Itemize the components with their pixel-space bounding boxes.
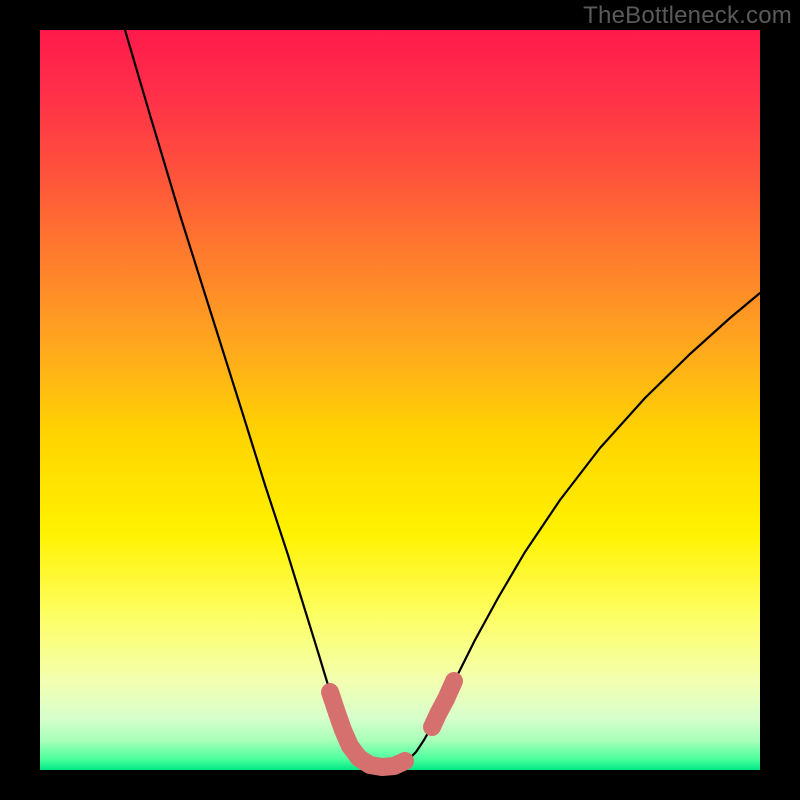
plot-area <box>40 30 760 770</box>
chart-container: TheBottleneck.com <box>0 0 800 800</box>
watermark-text: TheBottleneck.com <box>583 2 792 30</box>
bottleneck-chart <box>0 0 800 800</box>
